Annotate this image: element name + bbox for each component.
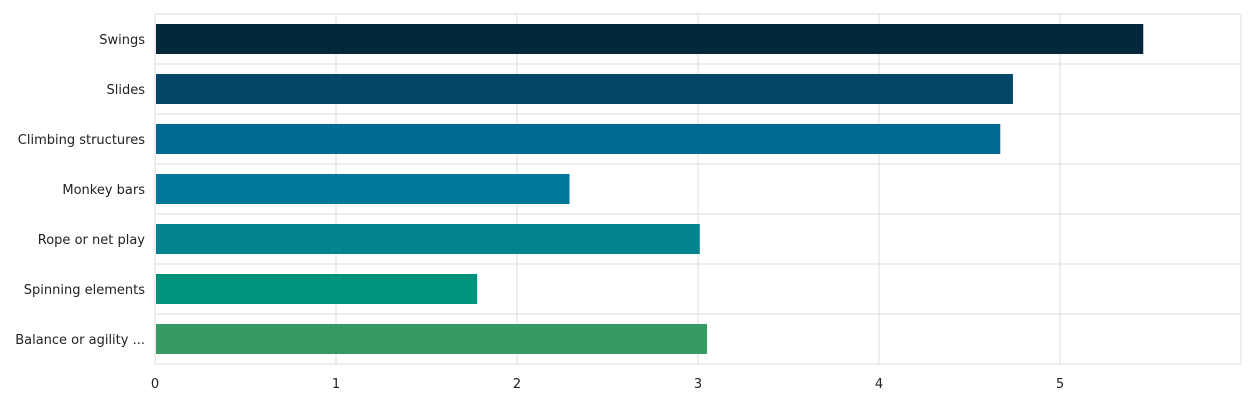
x-tick-label: 2 — [513, 377, 521, 392]
bar — [156, 324, 708, 354]
bars — [156, 24, 1144, 354]
x-tick-label: 0 — [151, 377, 159, 392]
x-tick-label: 5 — [1056, 377, 1064, 392]
bar — [156, 224, 700, 254]
bar — [156, 74, 1013, 104]
category-label: Rope or net play — [38, 233, 146, 248]
x-tick-label: 4 — [875, 377, 883, 392]
bar — [156, 274, 478, 304]
category-label: Monkey bars — [62, 183, 145, 198]
category-label: Balance or agility ... — [15, 333, 145, 348]
bar — [156, 174, 570, 204]
x-axis-labels: 0 1 2 3 4 5 — [151, 377, 1064, 392]
category-label: Spinning elements — [24, 283, 145, 298]
x-tick-label: 3 — [694, 377, 702, 392]
category-label: Climbing structures — [18, 133, 145, 148]
category-label: Swings — [99, 33, 145, 48]
y-axis-labels: Swings Slides Climbing structures Monkey ba… — [15, 33, 145, 348]
bar — [156, 24, 1144, 54]
x-tick-label: 1 — [332, 377, 340, 392]
grid — [154, 13, 1242, 365]
category-label: Slides — [107, 83, 146, 98]
bar — [156, 124, 1001, 154]
